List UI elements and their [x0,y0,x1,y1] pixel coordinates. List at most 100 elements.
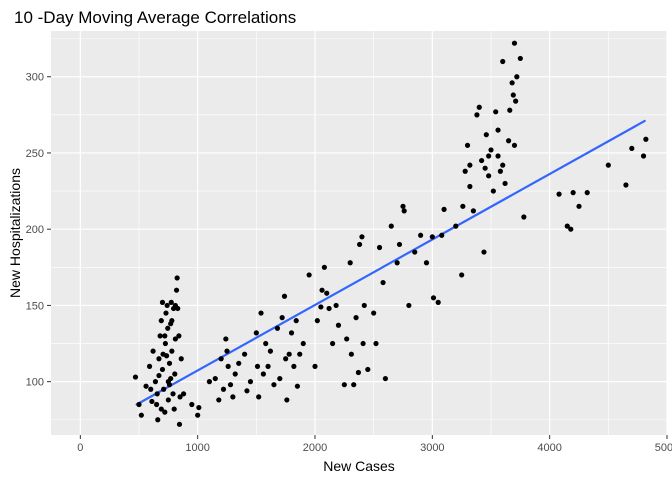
data-point [477,105,482,110]
data-point [156,373,161,378]
x-tick-label: 1000 [185,442,209,454]
data-point [161,387,166,392]
data-point [576,204,581,209]
data-point [169,349,174,354]
data-point [641,153,646,158]
data-point [280,315,285,320]
data-point [301,341,306,346]
data-point [155,391,160,396]
data-point [568,227,573,232]
data-point [163,341,168,346]
y-tick-label: 300 [26,72,44,84]
data-point [167,382,172,387]
data-point [318,304,323,309]
data-point [233,371,238,376]
data-point [271,382,276,387]
data-point [402,208,407,213]
data-point [139,413,144,418]
data-point [175,306,180,311]
data-point [244,388,249,393]
data-point [258,310,263,315]
data-point [179,356,184,361]
y-tick-label: 250 [26,148,44,160]
data-point [160,367,165,372]
data-point [167,361,172,366]
data-point [373,341,378,346]
data-point [623,182,628,187]
data-point [491,188,496,193]
data-point [219,356,224,361]
data-point [359,234,364,239]
chart-title: 10 -Day Moving Average Correlations [14,8,296,27]
data-point [254,330,259,335]
x-axis: 0 1000 2000 3000 4000 5000 [77,435,672,454]
x-tick-label: 5000 [655,442,672,454]
data-point [500,59,505,64]
data-point [336,323,341,328]
data-point [216,397,221,402]
data-point [155,417,160,422]
data-point [511,92,516,97]
data-point [521,214,526,219]
data-point [324,291,329,296]
data-point [389,224,394,229]
x-tick-label: 0 [77,442,83,454]
data-point [495,153,500,158]
data-point [268,349,273,354]
data-point [418,233,423,238]
data-point [256,394,261,399]
data-point [395,260,400,265]
data-point [502,181,507,186]
y-tick-label: 150 [26,300,44,312]
data-point [294,318,299,323]
data-point [495,127,500,132]
data-point [453,224,458,229]
data-point [344,336,349,341]
data-point [471,208,476,213]
data-point [156,356,161,361]
y-tick-label: 200 [26,224,44,236]
data-point [213,376,218,381]
data-point [175,275,180,280]
x-axis-title: New Cases [323,458,395,474]
data-point [242,352,247,357]
data-point [153,379,158,384]
data-point [174,288,179,293]
data-point [265,364,270,369]
data-point [488,147,493,152]
data-point [349,352,354,357]
data-point [236,361,241,366]
data-point [406,303,411,308]
data-point [224,349,229,354]
data-point [430,234,435,239]
data-point [467,163,472,168]
data-point [170,391,175,396]
data-point [412,249,417,254]
data-point [173,336,178,341]
data-point [356,370,361,375]
data-point [484,132,489,137]
data-point [263,341,268,346]
data-point [154,402,159,407]
data-point [330,341,335,346]
data-point [493,109,498,114]
data-point [486,153,491,158]
data-point [460,204,465,209]
data-point [162,333,167,338]
data-point [295,384,300,389]
data-point [221,387,226,392]
data-point [147,364,152,369]
data-point [275,326,280,331]
data-point [136,402,141,407]
data-point [465,143,470,148]
data-point [441,207,446,212]
data-point [351,382,356,387]
data-point [383,376,388,381]
data-point [160,352,165,357]
data-point [149,399,154,404]
data-point [223,336,228,341]
data-point [307,272,312,277]
data-point [500,163,505,168]
data-point [463,169,468,174]
